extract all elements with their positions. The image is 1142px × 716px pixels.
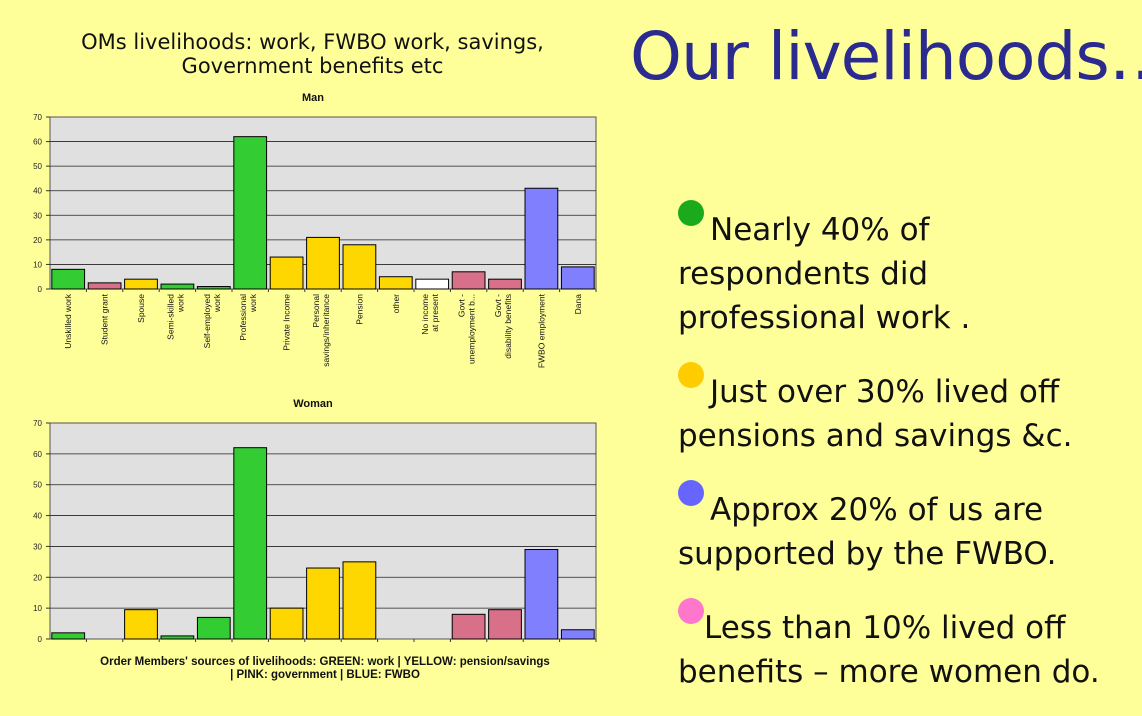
man-category-label-14: Dana	[573, 294, 583, 315]
woman-bar-3	[160, 635, 195, 640]
woman-bar-0	[51, 632, 86, 640]
man-bar-12	[488, 278, 522, 290]
man-bar-10	[415, 278, 450, 290]
woman-ytick-label-0: 0	[38, 635, 43, 644]
man-category-label-13: FWBO employment	[536, 293, 546, 368]
man-bar-9	[378, 276, 413, 290]
bullet-4-line-1: Less than 10% lived off	[704, 610, 1066, 646]
man-ytick-label-40: 40	[33, 187, 42, 196]
man-category-label-11: Govt -unemployment b...	[457, 294, 477, 364]
woman-ytick-label-50: 50	[33, 481, 42, 490]
woman-bar-13	[524, 549, 559, 640]
man-bar-6	[269, 256, 304, 290]
woman-bar-2	[124, 609, 158, 640]
woman-bar-11	[451, 613, 486, 640]
man-ytick-label-0: 0	[38, 285, 43, 294]
woman-ytick-label-60: 60	[33, 450, 42, 459]
man-category-label-1: Student grant	[100, 293, 110, 345]
man-bar-1	[87, 282, 122, 290]
man-ytick-label-60: 60	[33, 138, 42, 147]
bullet-professional-work: Nearly 40% of respondents did profession…	[678, 200, 1138, 340]
man-category-label-8: Pension	[354, 294, 364, 325]
woman-bar-8	[342, 561, 377, 640]
woman-bar-6	[269, 607, 304, 640]
chart-footnote: Order Members' sources of livelihoods: G…	[20, 656, 630, 682]
man-bar-13	[524, 187, 559, 290]
chart-heading-line-1: OMs livelihoods: work, FWBO work, saving…	[81, 30, 544, 54]
man-ytick-label-50: 50	[33, 162, 42, 171]
man-bar-3	[160, 283, 195, 290]
man-category-label-9: other	[391, 294, 401, 314]
green-dot-icon	[678, 200, 704, 226]
woman-ytick-label-30: 30	[33, 542, 42, 551]
chart-heading-line-2: Government benefits etc	[181, 54, 444, 78]
woman-bar-14	[560, 629, 595, 640]
bullet-pensions-savings: Just over 30% lived off pensions and sav…	[678, 362, 1138, 458]
woman-ytick-label-20: 20	[33, 573, 42, 582]
man-category-label-6: Private Income	[282, 294, 292, 351]
chart-heading: OMs livelihoods: work, FWBO work, saving…	[20, 30, 605, 78]
man-bar-4	[196, 286, 231, 290]
livelihood-charts: Man 0 10 20 30 40 50 60 70 Unskilled work Student …	[33, 92, 597, 644]
woman-bar-5	[233, 447, 268, 640]
bullet-3-line-2: supported by the FWBO.	[678, 536, 1057, 572]
man-category-label-3: Semi-skilledwork	[165, 293, 185, 340]
woman-ytick-label-10: 10	[33, 604, 42, 613]
bullet-benefits: Less than 10% lived off benefits – more …	[678, 598, 1138, 694]
man-chart-title: Man	[302, 92, 324, 104]
woman-ytick-label-70: 70	[33, 419, 42, 428]
woman-bar-12	[488, 609, 522, 640]
bullet-1-line-1: Nearly 40% of	[710, 212, 930, 248]
bullet-4-line-2: benefits – more women do.	[678, 654, 1100, 690]
man-bar-8	[342, 244, 377, 290]
man-bar-0	[51, 268, 86, 290]
man-bar-7	[306, 236, 340, 290]
bullet-3-line-1: Approx 20% of us are	[710, 492, 1044, 528]
bullet-1-line-3: professional work .	[678, 300, 971, 336]
bullet-2-line-1: Just over 30% lived off	[710, 374, 1060, 410]
man-bar-14	[560, 266, 595, 290]
bullet-2-line-2: pensions and savings &c.	[678, 418, 1073, 454]
man-category-label-10: No incomeat present	[420, 293, 440, 334]
man-category-label-5: Professionalwork	[238, 293, 258, 341]
slide-title: Our livelihoods…	[630, 18, 1142, 95]
yellow-dot-icon	[678, 362, 704, 388]
man-category-label-0: Unskilled work	[63, 293, 73, 349]
blue-dot-icon	[678, 480, 704, 506]
bullet-list: Nearly 40% of respondents did profession…	[678, 200, 1138, 716]
man-category-label-2: Spouse	[136, 294, 146, 323]
man-bar-11	[451, 271, 486, 290]
pink-dot-icon	[678, 598, 704, 624]
bullet-fwbo-support: Approx 20% of us are supported by the FW…	[678, 480, 1138, 576]
footnote-line-1: Order Members' sources of livelihoods: G…	[100, 656, 550, 668]
man-category-label-12: Govt -disability benefits	[493, 294, 513, 359]
man-ytick-label-20: 20	[33, 236, 42, 245]
man-bar-5	[233, 136, 268, 290]
man-category-label-4: Self-employedwork	[202, 293, 222, 348]
woman-ytick-label-40: 40	[33, 512, 42, 521]
man-ytick-label-10: 10	[33, 260, 42, 269]
footnote-line-2: | PINK: government | BLUE: FWBO	[230, 669, 420, 681]
man-ytick-label-30: 30	[33, 211, 42, 220]
man-ytick-label-70: 70	[33, 113, 42, 122]
woman-bar-7	[306, 567, 340, 640]
woman-chart-title: Woman	[293, 398, 333, 410]
man-category-label-7: Personalsavings/inheritance	[311, 294, 331, 367]
bullet-1-line-2: respondents did	[678, 256, 929, 292]
woman-bar-4	[196, 616, 231, 640]
man-bar-2	[124, 278, 158, 290]
